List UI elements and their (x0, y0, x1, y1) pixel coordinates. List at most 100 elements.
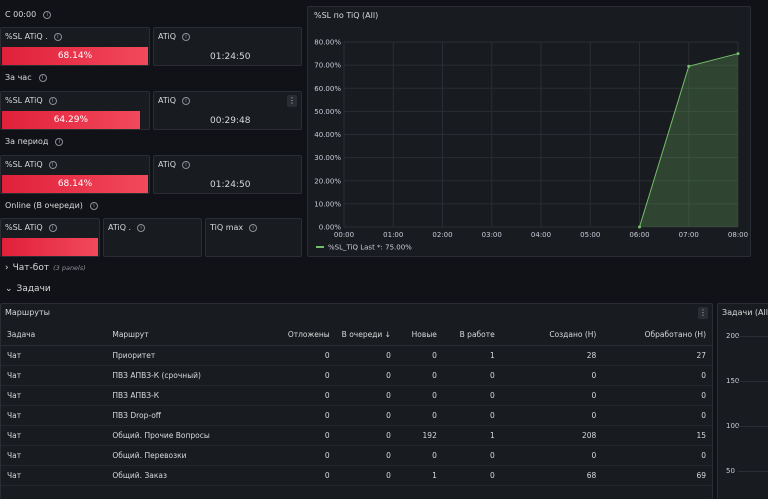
atiq-panel[interactable]: ATiQ i ⋮ 00:29:48 (153, 91, 302, 130)
table-cell: Чат (1, 385, 107, 406)
y-tick-label: 10.00% (314, 200, 341, 208)
online-tiq-max-panel[interactable]: TiQ max i (205, 218, 302, 257)
table-cell: 0 (275, 405, 336, 426)
row-tasks[interactable]: ⌄ Задачи (5, 284, 51, 294)
section-online: Online (В очереди) i (5, 201, 98, 210)
x-tick-label: 07:00 (679, 231, 699, 239)
routes-table: Задача Маршрут Отложены В очереди ↓ Новые В р… (1, 325, 712, 486)
table-row: Чат Общий. Перевозки 0 0 0 0 0 0 (1, 445, 712, 466)
sl-atiq-panel[interactable]: %SL ATiQ i 64.29% (0, 91, 150, 130)
table-cell: Общий. Заказ (106, 465, 276, 486)
column-header[interactable]: Отложены (275, 325, 336, 346)
grid-line (738, 336, 768, 337)
table-cell: 15 (602, 425, 712, 446)
table-row: Чат ПВЗ Drop-off 0 0 0 0 0 0 (1, 405, 712, 426)
chevron-right-icon: › (5, 263, 9, 273)
info-icon[interactable]: i (182, 96, 191, 105)
info-icon[interactable]: i (137, 223, 146, 232)
column-header[interactable]: Маршрут (106, 325, 276, 346)
table-cell: 0 (500, 445, 603, 466)
table-cell: ПВЗ Drop-off (106, 405, 276, 426)
section-last-hour: За час i (5, 73, 47, 82)
grid-line (738, 426, 768, 427)
table-cell: 0 (275, 425, 336, 446)
column-header[interactable]: Новые (396, 325, 443, 346)
table-cell: 0 (335, 465, 397, 486)
table-cell: 0 (275, 465, 336, 486)
column-header[interactable]: В работе (442, 325, 501, 346)
info-icon[interactable]: i (48, 223, 57, 232)
row-chatbot[interactable]: › Чат-бот (3 panels) (5, 263, 86, 273)
y-tick-label: 60.00% (314, 85, 341, 93)
data-point (687, 64, 691, 68)
info-icon[interactable]: i (48, 96, 57, 105)
routes-panel: Маршруты ⋮ Задача Маршрут Отложены В очеред… (0, 303, 713, 499)
online-sl-bar (2, 238, 98, 256)
table-cell: 0 (396, 445, 443, 466)
info-icon[interactable]: i (48, 160, 57, 169)
table-cell: 27 (602, 345, 712, 366)
y-tick-label: 50 (726, 467, 735, 475)
atiq-value: 00:29:48 (210, 116, 251, 126)
atiq-panel[interactable]: ATiQ i 01:24:50 (153, 27, 302, 66)
table-cell: 0 (500, 405, 603, 426)
x-tick-label: 01:00 (383, 231, 403, 239)
x-tick-label: 08:00 (728, 231, 748, 239)
column-header[interactable]: Обработано (Н) (602, 325, 712, 346)
table-cell: ПВЗ АПВЗ-К (срочный) (106, 365, 276, 386)
table-cell: 0 (602, 385, 712, 406)
table-cell: ПВЗ АПВЗ-К (106, 385, 276, 406)
y-tick-label: 200 (726, 332, 740, 340)
table-cell: Общий. Перевозки (106, 445, 276, 466)
info-icon[interactable]: i (182, 160, 191, 169)
table-cell: Чат (1, 365, 107, 386)
table-cell: 0 (442, 405, 501, 426)
panel-menu-icon[interactable]: ⋮ (287, 95, 297, 107)
online-atiq-panel[interactable]: ATiQ .i (103, 218, 202, 257)
column-header[interactable]: Создано (Н) (500, 325, 603, 346)
x-tick-label: 06:00 (629, 231, 649, 239)
atiq-value: 01:24:50 (210, 52, 251, 62)
x-tick-label: 05:00 (580, 231, 600, 239)
table-cell: 0 (335, 345, 397, 366)
column-header[interactable]: В очереди ↓ (335, 325, 397, 346)
info-icon[interactable]: i (55, 137, 64, 146)
info-icon[interactable]: i (182, 32, 191, 41)
info-icon[interactable]: i (89, 201, 98, 210)
legend-label: %SL_TiQ Last *: 75.00% (328, 244, 412, 252)
table-cell: Приоритет (106, 345, 276, 366)
table-row: Чат ПВЗ АПВЗ-К (срочный) 0 0 0 0 0 0 (1, 365, 712, 386)
y-tick-label: 40.00% (314, 131, 341, 139)
sl-tiq-chart-panel[interactable]: %SL по TiQ (All) 0.00% 10.00% 20.00% 30.00%… (307, 6, 751, 257)
table-cell: 0 (275, 345, 336, 366)
table-cell: 69 (602, 465, 712, 486)
atiq-panel[interactable]: ATiQ i 01:24:50 (153, 155, 302, 194)
table-row: Чат Общий. Заказ 0 0 1 0 68 69 (1, 465, 712, 486)
table-cell: 68 (500, 465, 603, 486)
table-cell: 0 (442, 365, 501, 386)
column-header[interactable]: Задача (1, 325, 107, 346)
sl-atiq-panel[interactable]: %SL ATiQ .i 68.14% (0, 27, 150, 66)
table-cell: 0 (396, 345, 443, 366)
y-tick-label: 30.00% (314, 154, 341, 162)
panel-menu-icon[interactable]: ⋮ (698, 307, 708, 319)
table-cell: 0 (275, 445, 336, 466)
table-cell: 192 (396, 425, 443, 446)
info-icon[interactable]: i (43, 10, 52, 19)
section-since-midnight: С 00:00 i (5, 10, 52, 19)
info-icon[interactable]: i (249, 223, 258, 232)
grid-line (738, 471, 768, 472)
table-cell: 0 (275, 365, 336, 386)
table-cell: 0 (500, 385, 603, 406)
table-cell: Чат (1, 425, 107, 446)
table-row: Чат Приоритет 0 0 0 1 28 27 (1, 345, 712, 366)
info-icon[interactable]: i (38, 73, 47, 82)
tasks-all-panel[interactable]: Задачи (All) 200 150 100 50 (717, 303, 768, 499)
chevron-down-icon: ⌄ (5, 284, 13, 294)
sl-atiq-panel[interactable]: %SL ATiQ i 68.14% (0, 155, 150, 194)
online-sl-panel[interactable]: %SL ATiQ i (0, 218, 100, 257)
info-icon[interactable]: i (53, 32, 62, 41)
data-point (736, 52, 740, 56)
x-tick-label: 00:00 (334, 231, 354, 239)
y-tick-label: 100 (726, 422, 740, 430)
